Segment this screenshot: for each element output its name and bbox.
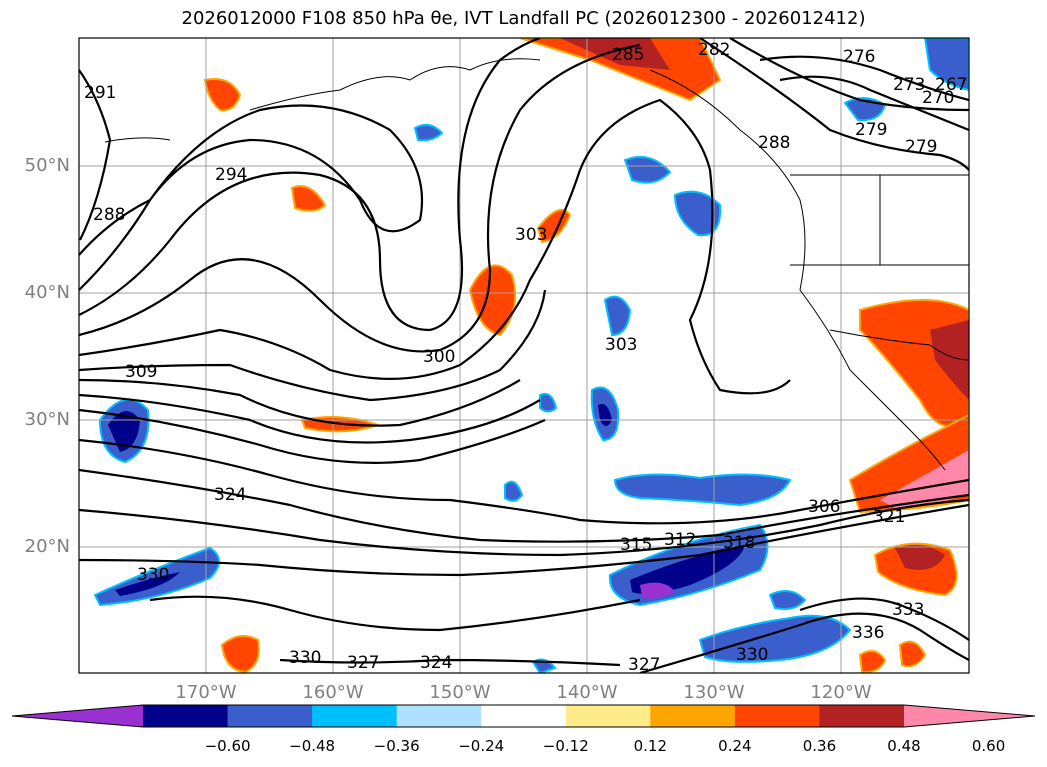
contour-label: 327 [628, 655, 660, 675]
colorbar-tick-label: −0.48 [289, 737, 336, 755]
colorbar-tick-label: 0.36 [802, 737, 837, 755]
colorbar-segment [734, 705, 820, 727]
theta-e-contours [79, 38, 969, 673]
contour-label: 309 [125, 362, 157, 382]
colorbar-tick-label: 0.24 [718, 737, 752, 755]
contour-label: 315 [620, 535, 652, 555]
contour-label: 288 [758, 133, 790, 153]
contour-label: 330 [289, 648, 321, 668]
contour-label: 282 [698, 40, 730, 60]
colorbar-tick-label: −0.24 [458, 737, 505, 755]
contour-label: 324 [420, 653, 452, 673]
contour-label: 267 [935, 75, 967, 95]
colorbar-tick-label: −0.12 [542, 737, 589, 755]
lon-label-120w: 120°W [810, 682, 872, 703]
map-title: 2026012000 F108 850 hPa θe, IVT Landfall… [181, 8, 866, 29]
contour-label: 303 [515, 225, 547, 245]
colorbar [11, 704, 1036, 728]
lat-label-30: 30°N [24, 409, 70, 430]
contour-label: 321 [873, 507, 905, 527]
contour-label: 285 [612, 45, 644, 65]
lon-label-160w: 160°W [302, 682, 364, 703]
colorbar-segment [565, 705, 651, 727]
contour-label: 303 [605, 335, 637, 355]
contour-labels: 291 294 288 309 300 303 303 324 330 315 … [84, 40, 967, 675]
contour-label: 294 [215, 165, 247, 185]
contour-label: 330 [736, 645, 768, 665]
contour-label: 279 [905, 137, 937, 157]
colorbar-segment [396, 705, 482, 727]
colorbar-segment [312, 705, 398, 727]
colorbar-segment [650, 705, 736, 727]
shading-positive [203, 38, 969, 673]
colorbar-segment [819, 705, 905, 727]
lat-label-50: 50°N [24, 155, 70, 176]
colorbar-segment [143, 705, 229, 727]
contour-label: 306 [808, 497, 840, 517]
lon-label-170w: 170°W [175, 682, 237, 703]
contour-label: 327 [347, 653, 379, 673]
contour-label: 279 [855, 120, 887, 140]
lon-label-150w: 150°W [429, 682, 491, 703]
colorbar-extend-max [904, 705, 1035, 727]
contour-label: 288 [93, 205, 125, 225]
colorbar-segment [227, 705, 313, 727]
contour-label: 312 [664, 530, 696, 550]
colorbar-outline [11, 704, 1036, 728]
colorbar-extend-min [12, 705, 143, 727]
lat-label-40: 40°N [24, 282, 70, 303]
colorbar-tick-label: 0.12 [633, 737, 668, 755]
contour-label: 300 [423, 347, 455, 367]
colorbar-tick-label: −0.36 [373, 737, 420, 755]
contour-label: 324 [214, 485, 246, 505]
lon-label-130w: 130°W [683, 682, 745, 703]
contour-label: 276 [843, 47, 875, 67]
lon-label-140w: 140°W [556, 682, 618, 703]
colorbar-tick-label: 0.48 [887, 737, 921, 755]
lat-label-20: 20°N [24, 536, 70, 557]
colorbar-tick-label: 0.60 [971, 737, 1006, 755]
colorbar-segment [481, 705, 567, 727]
contour-label: 291 [84, 83, 116, 103]
map-frame [78, 37, 970, 674]
coastline [104, 58, 969, 471]
contour-label: 273 [893, 75, 925, 95]
contour-label: 336 [852, 623, 884, 643]
contour-label: 270 [922, 88, 954, 108]
contour-label: 330 [137, 565, 169, 585]
contour-label: 333 [892, 600, 924, 620]
colorbar-tick-label: −0.60 [204, 737, 251, 755]
contour-label: 318 [723, 533, 755, 553]
